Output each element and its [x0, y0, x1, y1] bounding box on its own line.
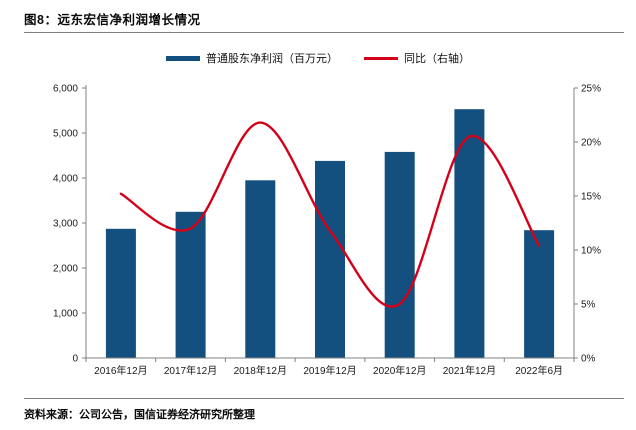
left-axis-tick-label: 4,000: [53, 174, 78, 185]
bar-2018年12月: [245, 180, 276, 359]
bar-2022年6月: [524, 230, 555, 358]
legend-item-net-profit: 普通股东净利润（百万元）: [166, 50, 338, 66]
figure-title: 图8：远东宏信净利润增长情况: [24, 13, 201, 27]
chart-legend: 普通股东净利润（百万元） 同比（右轴）: [0, 50, 636, 66]
bar-2019年12月: [315, 160, 345, 358]
bar-series-swatch: [166, 55, 200, 61]
right-axis-tick-label: 20%: [581, 138, 601, 149]
source-note: 资料来源：公司公告，国信证券经济研究所整理: [24, 409, 255, 421]
x-axis-category-label: 2017年12月: [164, 364, 217, 377]
line-series-swatch: [364, 56, 398, 60]
right-axis-tick-label: 25%: [581, 84, 601, 95]
bar-2016年12月: [105, 228, 136, 358]
legend-label-net-profit: 普通股东净利润（百万元）: [206, 53, 338, 65]
left-axis-tick-label: 3,000: [53, 219, 78, 230]
left-axis-tick-label: 1,000: [53, 309, 78, 320]
left-axis-tick-label: 5,000: [53, 129, 78, 140]
bar-2021年12月: [454, 109, 485, 358]
legend-item-yoy: 同比（右轴）: [364, 50, 470, 66]
right-axis-tick-label: 0%: [581, 354, 596, 365]
x-axis-category-label: 2020年12月: [373, 364, 426, 377]
bar-2020年12月: [384, 151, 415, 358]
legend-label-yoy: 同比（右轴）: [404, 53, 470, 65]
bar-2017年12月: [175, 211, 206, 359]
right-axis-tick-label: 15%: [581, 192, 601, 203]
x-axis-category-label: 2019年12月: [303, 364, 356, 377]
right-axis-tick-label: 10%: [581, 246, 601, 257]
x-axis-category-label: 2022年6月: [515, 364, 563, 377]
x-axis-category-label: 2016年12月: [94, 364, 147, 377]
left-axis-tick-label: 2,000: [53, 264, 78, 275]
title-divider: [24, 32, 624, 33]
left-axis-tick-label: 0: [72, 354, 78, 365]
yoy-line: [119, 121, 541, 308]
source-divider: [24, 398, 624, 399]
left-axis-tick-label: 6,000: [53, 84, 78, 95]
x-axis-category-label: 2018年12月: [234, 364, 287, 377]
x-axis-category-label: 2021年12月: [443, 364, 496, 377]
right-axis-tick-label: 5%: [581, 300, 596, 311]
